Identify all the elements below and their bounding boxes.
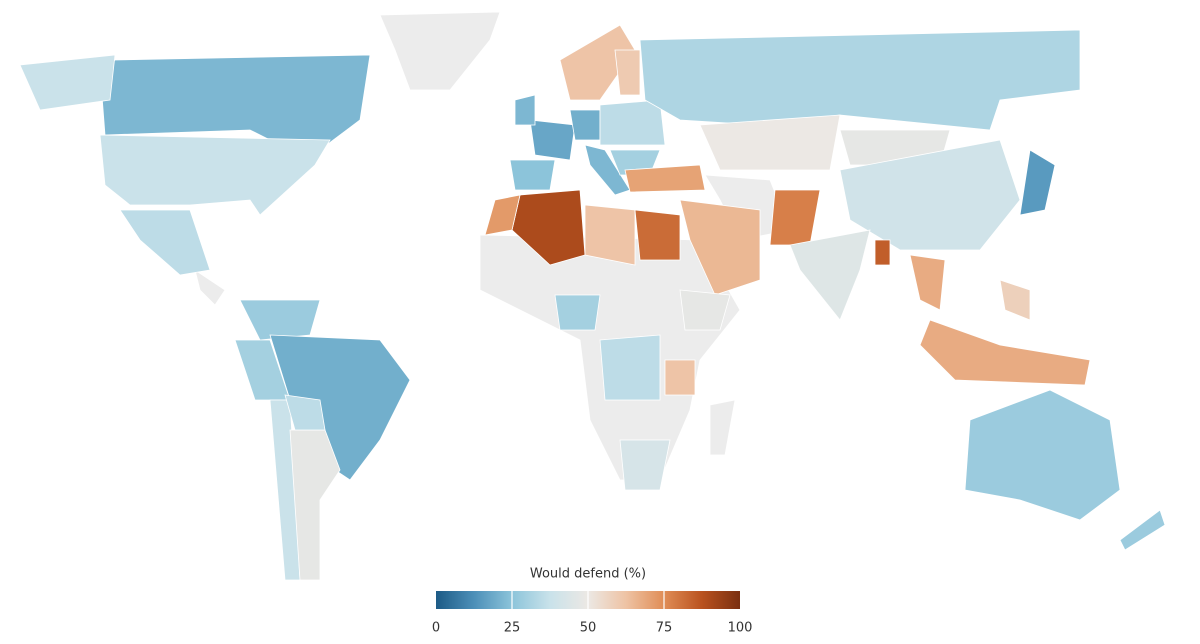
- region: [584, 204, 636, 266]
- region: [769, 189, 821, 246]
- region: [839, 139, 1021, 251]
- region: [484, 194, 521, 236]
- land: [19, 11, 1166, 581]
- region: [1119, 509, 1166, 551]
- region: [639, 29, 1081, 131]
- region: [509, 159, 556, 191]
- region: [874, 239, 891, 266]
- legend-tick-label: 75: [656, 621, 673, 636]
- region: [919, 319, 1091, 386]
- region: [119, 209, 211, 276]
- region: [909, 254, 946, 311]
- region: [679, 289, 731, 331]
- region: [964, 389, 1121, 521]
- region: [554, 294, 601, 331]
- no-data-area: [709, 399, 736, 456]
- region: [599, 99, 666, 146]
- region: [569, 109, 601, 141]
- region: [599, 334, 661, 401]
- region: [514, 94, 536, 126]
- region: [679, 199, 761, 296]
- region: [624, 164, 706, 193]
- region: [614, 49, 641, 96]
- region: [634, 209, 681, 261]
- no-data-area: [379, 11, 501, 91]
- region: [529, 119, 576, 161]
- region: [584, 144, 631, 196]
- region: [19, 54, 116, 111]
- region: [99, 134, 331, 216]
- region: [239, 299, 321, 341]
- legend-tick-label: 0: [432, 621, 440, 636]
- region: [284, 394, 326, 431]
- region: [999, 279, 1031, 321]
- legend-tick-label: 100: [728, 621, 753, 636]
- region: [1019, 149, 1056, 216]
- region: [789, 229, 871, 321]
- legend-title: Would defend (%): [530, 567, 646, 582]
- region: [619, 439, 671, 491]
- region: [699, 114, 841, 171]
- legend-tick-label: 25: [504, 621, 521, 636]
- region: [664, 359, 696, 396]
- legend-tick-label: 50: [580, 621, 597, 636]
- no-data-area: [194, 269, 226, 306]
- legend: Would defend (%) 0 25 50 75 100: [432, 567, 753, 636]
- no-data-area: [704, 174, 791, 241]
